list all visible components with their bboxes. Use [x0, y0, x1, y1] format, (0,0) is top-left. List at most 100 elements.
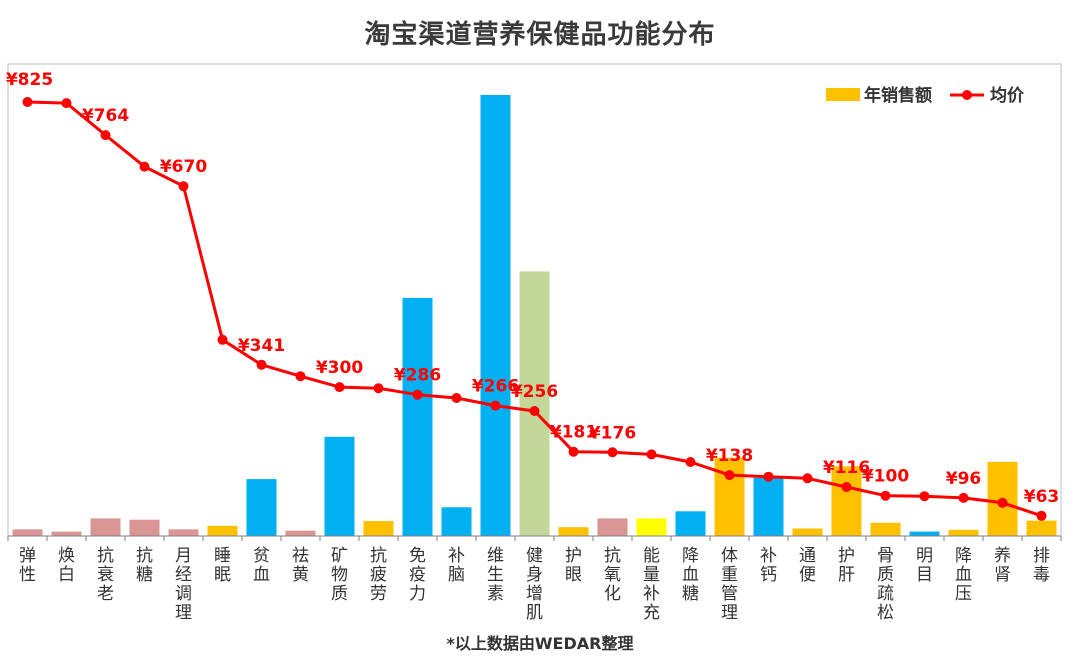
bar-15 [558, 527, 589, 536]
category-label-14: 健身增肌 [526, 546, 543, 623]
price-label-9: ¥300 [316, 358, 363, 378]
bar-6 [207, 525, 238, 536]
price-label-27: ¥63 [1024, 487, 1060, 507]
price-point-18 [685, 457, 696, 467]
price-point-13 [490, 400, 501, 411]
price-point-20 [763, 471, 774, 482]
category-label-18: 降血糖 [682, 546, 699, 604]
price-point-5 [178, 181, 189, 192]
bar-12 [441, 507, 472, 536]
bar-18 [675, 511, 706, 536]
bar-17 [636, 518, 667, 536]
bar-21 [792, 528, 823, 536]
legend-line-label: 均价 [990, 85, 1025, 106]
bar-25 [948, 529, 979, 536]
price-point-6 [217, 334, 228, 345]
price-point-10 [373, 383, 384, 394]
category-label-24: 明目 [916, 546, 933, 585]
bar-27 [1026, 520, 1057, 536]
bar-20 [753, 477, 784, 536]
price-point-22 [841, 482, 852, 492]
price-point-11 [412, 389, 423, 400]
category-label-5: 月经调理 [175, 546, 192, 623]
category-label-20: 补钙 [760, 546, 777, 585]
bar-2 [51, 531, 82, 536]
category-label-27: 排毒 [1033, 546, 1050, 585]
category-label-23: 骨质疏松 [877, 546, 894, 623]
footnote: *以上数据由WEDAR整理 [446, 634, 634, 653]
category-label-25: 降血压 [955, 546, 972, 604]
price-point-19 [724, 470, 735, 481]
price-point-1 [22, 97, 33, 107]
bar-5 [168, 529, 199, 536]
category-label-1: 弹性 [19, 546, 36, 585]
price-point-3 [100, 130, 111, 141]
price-labels: ¥825 ¥764 ¥670 ¥341 ¥300 ¥286 ¥266¥256 ¥181¥176… [6, 70, 1059, 507]
legend: 年销售额 均价 [826, 85, 1025, 106]
price-point-26 [997, 497, 1008, 508]
legend-line-marker [962, 90, 972, 100]
price-point-12 [451, 393, 462, 403]
price-point-14 [529, 406, 540, 416]
bar-19 [714, 457, 745, 536]
price-label-3: ¥764 [82, 106, 129, 126]
bar-11 [402, 297, 433, 536]
bar-22 [831, 466, 862, 536]
price-label-1: ¥825 [6, 70, 53, 90]
price-point-27 [1036, 510, 1047, 521]
price-label-14: ¥256 [511, 382, 558, 402]
category-label-15: 护眼 [565, 546, 582, 585]
price-label-15: ¥181 [550, 423, 597, 443]
category-label-10: 抗疲劳 [370, 546, 387, 604]
price-label-7: ¥341 [238, 336, 285, 356]
price-label-11: ¥286 [394, 366, 441, 386]
price-label-5: ¥670 [160, 157, 207, 177]
price-point-7 [256, 359, 267, 370]
price-point-25 [958, 492, 969, 503]
price-point-17 [646, 449, 657, 460]
bar-14 [519, 271, 550, 536]
price-point-23 [880, 490, 891, 501]
price-label-23: ¥100 [862, 467, 909, 487]
price-point-16 [607, 447, 618, 458]
price-point-21 [802, 473, 813, 484]
price-point-24 [919, 491, 930, 502]
price-label-25: ¥96 [946, 469, 982, 489]
category-label-21: 通便 [799, 546, 816, 585]
legend-bar-swatch [826, 88, 860, 101]
price-point-2 [61, 98, 72, 109]
bar-1 [12, 529, 43, 536]
bar-series [12, 95, 1057, 536]
category-label-9: 矿物质 [331, 546, 348, 604]
price-label-13: ¥266 [472, 377, 519, 397]
bar-16 [597, 518, 628, 536]
legend-bar-label: 年销售额 [864, 85, 932, 106]
line-series [22, 97, 1047, 521]
price-label-16: ¥176 [589, 423, 636, 443]
bar-13 [480, 95, 511, 536]
price-label-22: ¥116 [823, 458, 870, 478]
bar-8 [285, 530, 316, 536]
category-label-13: 维生素 [487, 546, 504, 604]
bar-10 [363, 521, 394, 536]
chart-title: 淘宝渠道营养保健品功能分布 [364, 20, 716, 50]
category-label-11: 免疫力 [409, 546, 426, 604]
category-label-19: 体重管理 [721, 546, 738, 623]
x-axis-ticks [7, 536, 1062, 541]
category-label-4: 抗糖 [136, 546, 153, 585]
category-label-26: 养肾 [994, 546, 1011, 585]
bar-7 [246, 479, 277, 536]
price-label-19: ¥138 [706, 446, 753, 466]
bar-9 [324, 436, 355, 536]
category-label-2: 焕白 [58, 546, 75, 585]
category-label-12: 补脑 [448, 546, 465, 585]
price-point-15 [568, 446, 579, 457]
category-label-8: 祛黄 [292, 546, 309, 585]
price-point-8 [295, 371, 306, 382]
category-label-7: 贫血 [253, 546, 270, 585]
price-point-4 [139, 161, 150, 172]
bar-4 [129, 519, 160, 536]
price-point-9 [334, 382, 345, 393]
